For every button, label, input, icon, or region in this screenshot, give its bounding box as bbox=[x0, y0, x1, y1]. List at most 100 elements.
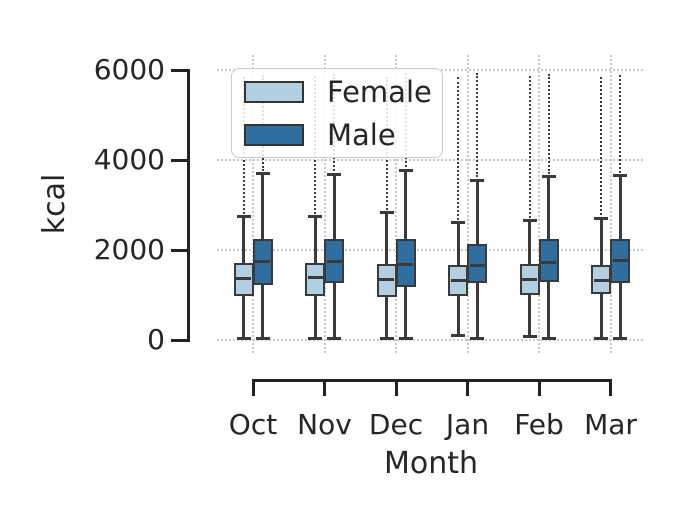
whisker-lower-male-jan bbox=[475, 282, 479, 339]
cap-lower-female-mar bbox=[594, 337, 608, 341]
median-female-feb bbox=[522, 278, 537, 282]
median-female-oct bbox=[236, 277, 251, 281]
y-tick-label: 0 bbox=[147, 323, 165, 356]
whisker-lower-female-jan bbox=[456, 295, 460, 336]
median-female-jan bbox=[450, 279, 466, 283]
gridline-horizontal bbox=[217, 249, 643, 251]
whisker-lower-male-feb bbox=[547, 281, 550, 339]
y-tick-label: 6000 bbox=[93, 53, 165, 86]
whisker-lower-female-nov bbox=[313, 295, 317, 339]
whisker-upper-female-mar bbox=[599, 218, 603, 265]
y-tick bbox=[171, 68, 188, 72]
cap-lower-male-jan bbox=[470, 337, 484, 341]
whisker-lower-female-dec bbox=[385, 296, 388, 339]
median-female-nov bbox=[307, 276, 323, 280]
x-tick-label: Feb bbox=[514, 408, 564, 441]
median-female-mar bbox=[593, 279, 609, 283]
outliers-female-feb bbox=[528, 76, 531, 218]
whisker-lower-female-oct bbox=[242, 295, 245, 339]
whisker-upper-male-mar bbox=[618, 175, 622, 239]
whisker-lower-male-oct bbox=[261, 284, 264, 339]
cap-lower-female-feb bbox=[522, 334, 537, 338]
gridline-horizontal bbox=[217, 339, 643, 341]
cap-upper-female-mar bbox=[594, 217, 608, 220]
cap-lower-female-nov bbox=[308, 337, 322, 341]
legend-label-female: Female bbox=[327, 75, 432, 109]
x-tick-label: Oct bbox=[228, 408, 278, 441]
x-axis-spine bbox=[251, 378, 612, 382]
cap-upper-female-jan bbox=[451, 221, 465, 225]
median-male-dec bbox=[398, 263, 413, 267]
x-tick bbox=[323, 380, 326, 396]
median-female-dec bbox=[379, 278, 394, 282]
whisker-upper-male-oct bbox=[261, 173, 264, 239]
cap-lower-male-oct bbox=[255, 337, 270, 341]
median-male-nov bbox=[326, 260, 342, 264]
cap-upper-female-oct bbox=[236, 215, 251, 219]
cap-upper-female-nov bbox=[308, 215, 322, 219]
box-male-feb bbox=[538, 238, 559, 282]
median-male-jan bbox=[469, 264, 485, 268]
legend-label-male: Male bbox=[327, 118, 396, 152]
cap-upper-male-feb bbox=[541, 175, 556, 179]
cap-upper-female-feb bbox=[522, 219, 537, 223]
whisker-lower-male-nov bbox=[332, 282, 336, 339]
x-tick bbox=[394, 380, 398, 396]
legend: Female Male bbox=[231, 68, 443, 158]
median-male-oct bbox=[255, 260, 270, 264]
y-tick bbox=[171, 158, 188, 162]
whisker-upper-male-feb bbox=[547, 176, 550, 239]
x-tick-label: Jan bbox=[445, 408, 490, 441]
x-tick bbox=[609, 380, 612, 396]
outliers-male-feb bbox=[547, 73, 550, 174]
whisker-upper-female-nov bbox=[313, 216, 317, 263]
gridline-vertical bbox=[323, 55, 326, 353]
cap-upper-male-nov bbox=[327, 172, 341, 176]
x-tick-label: Mar bbox=[584, 408, 637, 441]
x-tick bbox=[466, 380, 469, 396]
y-tick-label: 2000 bbox=[93, 233, 165, 266]
whisker-upper-female-oct bbox=[242, 216, 245, 263]
y-tick bbox=[171, 338, 188, 342]
cap-lower-male-feb bbox=[541, 337, 556, 341]
x-tick-label: Dec bbox=[368, 408, 424, 441]
outliers-male-jan bbox=[476, 73, 478, 178]
cap-lower-male-dec bbox=[398, 337, 413, 341]
whisker-lower-male-mar bbox=[618, 282, 622, 339]
y-tick-label: 4000 bbox=[93, 143, 165, 176]
gridline-vertical bbox=[466, 55, 469, 353]
outliers-female-jan bbox=[457, 76, 459, 220]
y-tick bbox=[171, 248, 188, 252]
outliers-female-mar bbox=[600, 77, 602, 216]
outliers-male-mar bbox=[619, 74, 621, 173]
x-tick bbox=[251, 380, 255, 396]
whisker-lower-female-mar bbox=[599, 293, 603, 339]
cap-upper-male-dec bbox=[398, 168, 413, 172]
whisker-upper-female-jan bbox=[456, 222, 460, 265]
cap-upper-male-jan bbox=[470, 178, 484, 182]
gridline-vertical bbox=[609, 55, 612, 353]
cap-lower-male-nov bbox=[327, 337, 341, 341]
cap-lower-male-mar bbox=[613, 337, 627, 341]
cap-lower-female-dec bbox=[379, 337, 394, 341]
whisker-upper-male-dec bbox=[404, 170, 407, 239]
cap-lower-female-oct bbox=[236, 337, 251, 341]
gridline-horizontal bbox=[217, 159, 643, 161]
cap-lower-female-jan bbox=[451, 334, 465, 338]
legend-swatch-female bbox=[244, 81, 304, 103]
gridline-vertical bbox=[395, 55, 397, 353]
cap-upper-male-mar bbox=[613, 174, 627, 178]
gridline-vertical bbox=[538, 55, 540, 353]
cap-upper-female-dec bbox=[379, 211, 394, 215]
x-axis-label: Month bbox=[383, 446, 479, 481]
x-tick-label: Nov bbox=[297, 408, 352, 441]
cap-upper-male-oct bbox=[255, 172, 270, 176]
box-male-dec bbox=[395, 238, 416, 287]
whisker-upper-male-nov bbox=[332, 174, 336, 239]
whisker-lower-female-feb bbox=[528, 295, 531, 337]
x-tick bbox=[537, 380, 541, 396]
y-axis-spine bbox=[186, 69, 190, 342]
whisker-upper-male-jan bbox=[475, 180, 479, 244]
median-male-feb bbox=[541, 261, 556, 265]
